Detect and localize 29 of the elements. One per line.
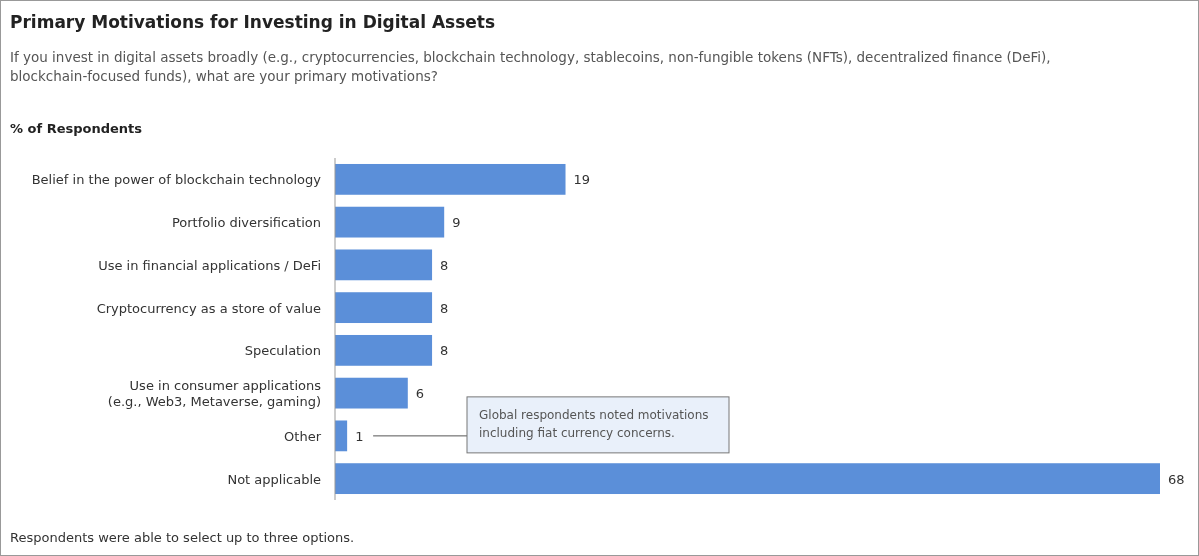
annotation: Global respondents noted motivations including fiat currency concerns. <box>479 407 709 440</box>
data-label: 6 <box>415 386 425 402</box>
bar <box>335 163 566 195</box>
y-tick-label: Other <box>284 428 322 444</box>
y-tick-label: Use in financial applications / DeFi <box>98 257 321 273</box>
data-label: 19 <box>573 172 591 188</box>
bar <box>335 334 433 366</box>
data-label: 1 <box>355 428 364 444</box>
data-label: 9 <box>452 215 461 231</box>
y-tick-label: Not applicable <box>227 471 321 487</box>
chart-title: Primary Motivations for Investing in Digital Assets <box>10 12 496 32</box>
data-label: 8 <box>440 257 449 273</box>
y-tick-label: Speculation <box>244 343 321 359</box>
bar <box>335 377 408 409</box>
bar <box>335 292 433 324</box>
bar <box>335 249 433 281</box>
data-label: 68 <box>1168 471 1185 487</box>
y-tick-label: Belief in the power of blockchain technology <box>31 172 322 188</box>
bar <box>335 463 1160 495</box>
data-label: 8 <box>440 343 449 359</box>
y-tick-label: Use in consumer applications (e.g., Web3, Metaverse, gaming) <box>107 378 322 410</box>
chart-subtitle: If you invest in digital assets broadly (e.g., cryptocurrencies, blockchain technology, stablecoins, non-fungible tokens (NFTs), decentralized finance (DeFi), blockchain-focused funds), what are your primary motivations? <box>10 49 1051 84</box>
data-label: 8 <box>440 300 449 316</box>
y-axis-title: % of Respondents <box>10 121 143 136</box>
y-tick-label: Portfolio diversification <box>171 215 321 231</box>
bar <box>335 420 348 452</box>
bar <box>335 206 445 238</box>
y-tick-label: Cryptocurrency as a store of value <box>96 300 321 316</box>
text: Respondents were able to select up to three options. <box>10 530 355 545</box>
